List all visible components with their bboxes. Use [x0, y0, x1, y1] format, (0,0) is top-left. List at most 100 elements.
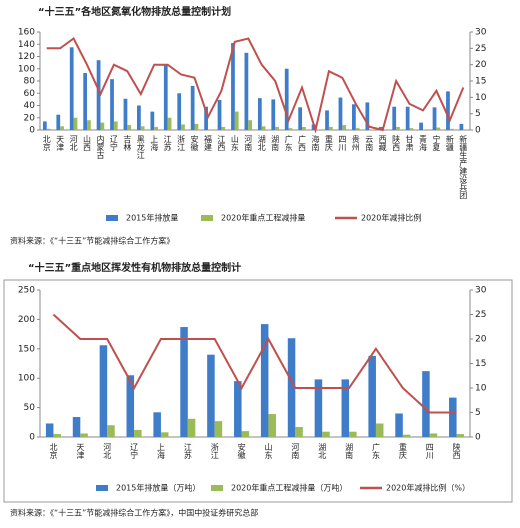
- bar: [181, 124, 185, 130]
- legend-label: 2020年减排比例（%）: [386, 483, 470, 493]
- x-tick-label: 西藏: [378, 135, 387, 152]
- bar: [69, 47, 74, 130]
- x-tick-label: 云南: [365, 135, 374, 151]
- bar: [123, 98, 128, 130]
- x-tick-label: 新疆生产建设兵团: [459, 134, 468, 200]
- x-tick-label: 浙江: [210, 442, 219, 460]
- y2-tick-label: 10: [475, 384, 487, 394]
- y-tick-label: 40: [24, 101, 36, 111]
- y-tick-label: 20: [24, 113, 36, 123]
- x-tick-label: 北京: [49, 443, 58, 460]
- x-tick-label: 山东: [264, 442, 273, 459]
- line-series: [52, 313, 457, 414]
- y-tick-label: 160: [18, 28, 35, 38]
- bar: [96, 60, 101, 130]
- x-tick-label: 湖南: [271, 135, 280, 151]
- y-tick-label: 120: [18, 52, 35, 62]
- bar: [221, 126, 226, 130]
- bar: [45, 423, 54, 437]
- bar: [449, 128, 454, 130]
- bar: [72, 417, 81, 437]
- bar: [402, 434, 411, 437]
- bar: [134, 429, 142, 437]
- bar: [241, 431, 250, 437]
- y-tick-label: 0: [29, 126, 35, 136]
- bar: [53, 434, 61, 437]
- x-tick-label: 四川: [338, 135, 347, 151]
- bar: [378, 126, 383, 130]
- line-series: [46, 37, 465, 134]
- y2-tick-label: 30: [475, 28, 487, 38]
- bar: [429, 433, 438, 437]
- bar: [80, 433, 88, 437]
- x-tick-label: 辽宁: [109, 135, 118, 151]
- x-tick-label: 陕西: [452, 442, 461, 460]
- legend-swatch: [201, 215, 213, 221]
- bar: [73, 117, 78, 130]
- x-tick-label: 重庆: [324, 134, 333, 152]
- bar: [409, 128, 414, 130]
- legend-label: 2015年排放量: [126, 213, 178, 223]
- y2-tick-label: 0: [475, 433, 481, 443]
- bar: [83, 73, 88, 130]
- legend-label: 2020年减排比例: [361, 213, 421, 223]
- x-tick-label: 海南: [311, 134, 320, 151]
- bar: [217, 99, 222, 130]
- x-tick-label: 甘肃: [405, 134, 414, 152]
- bar: [288, 128, 293, 130]
- bar: [60, 126, 64, 130]
- bar: [449, 397, 457, 437]
- bar: [110, 79, 114, 130]
- bar: [355, 128, 360, 130]
- bar: [436, 127, 441, 130]
- bar: [328, 126, 333, 130]
- bar: [154, 126, 158, 130]
- bar: [302, 126, 306, 130]
- bar: [284, 68, 289, 130]
- bar: [100, 122, 105, 130]
- y2-tick-label: 5: [475, 109, 481, 119]
- y-tick-label: 80: [24, 77, 36, 87]
- bar: [261, 126, 266, 130]
- x-tick-label: 吉林: [123, 135, 132, 152]
- bar: [338, 97, 343, 130]
- bar: [342, 125, 347, 130]
- bar: [87, 120, 91, 130]
- bar: [214, 421, 223, 437]
- y2-tick-label: 5: [475, 408, 481, 418]
- x-tick-label: 上海: [150, 135, 159, 152]
- y2-tick-label: 20: [475, 60, 487, 70]
- bar: [375, 423, 384, 437]
- bar: [194, 123, 199, 130]
- x-tick-label: 贵州: [351, 134, 360, 151]
- legend-label: 2020年重点工程减排量: [221, 213, 305, 223]
- x-tick-label: 河北: [103, 442, 112, 460]
- bar: [341, 379, 350, 437]
- y-tick-label: 50: [24, 403, 36, 413]
- x-tick-label: 北京: [42, 135, 51, 152]
- bar: [107, 425, 115, 437]
- x-tick-label: 河南: [244, 134, 253, 151]
- x-tick-label: 黑龙江: [136, 135, 145, 160]
- x-tick-label: 四川: [425, 443, 434, 459]
- y-tick-label: 0: [29, 433, 35, 443]
- bar: [405, 106, 410, 130]
- x-tick-label: 新疆: [445, 134, 454, 152]
- bar: [325, 110, 329, 130]
- y2-tick-label: 20: [475, 335, 487, 345]
- x-tick-label: 福建: [203, 135, 212, 152]
- y-tick-label: 100: [18, 64, 35, 74]
- bar: [298, 107, 303, 130]
- y2-tick-label: 25: [475, 44, 486, 54]
- y2-tick-label: 25: [475, 310, 486, 320]
- bar: [234, 111, 239, 130]
- legend-swatch: [96, 485, 108, 491]
- bar: [419, 122, 423, 130]
- x-tick-label: 陕西: [392, 134, 401, 152]
- bar: [260, 324, 269, 437]
- bar: [180, 327, 188, 437]
- x-tick-label: 河南: [291, 442, 300, 459]
- x-tick-label: 广东: [284, 134, 293, 151]
- x-tick-label: 湖北: [318, 443, 327, 460]
- bar: [163, 64, 168, 130]
